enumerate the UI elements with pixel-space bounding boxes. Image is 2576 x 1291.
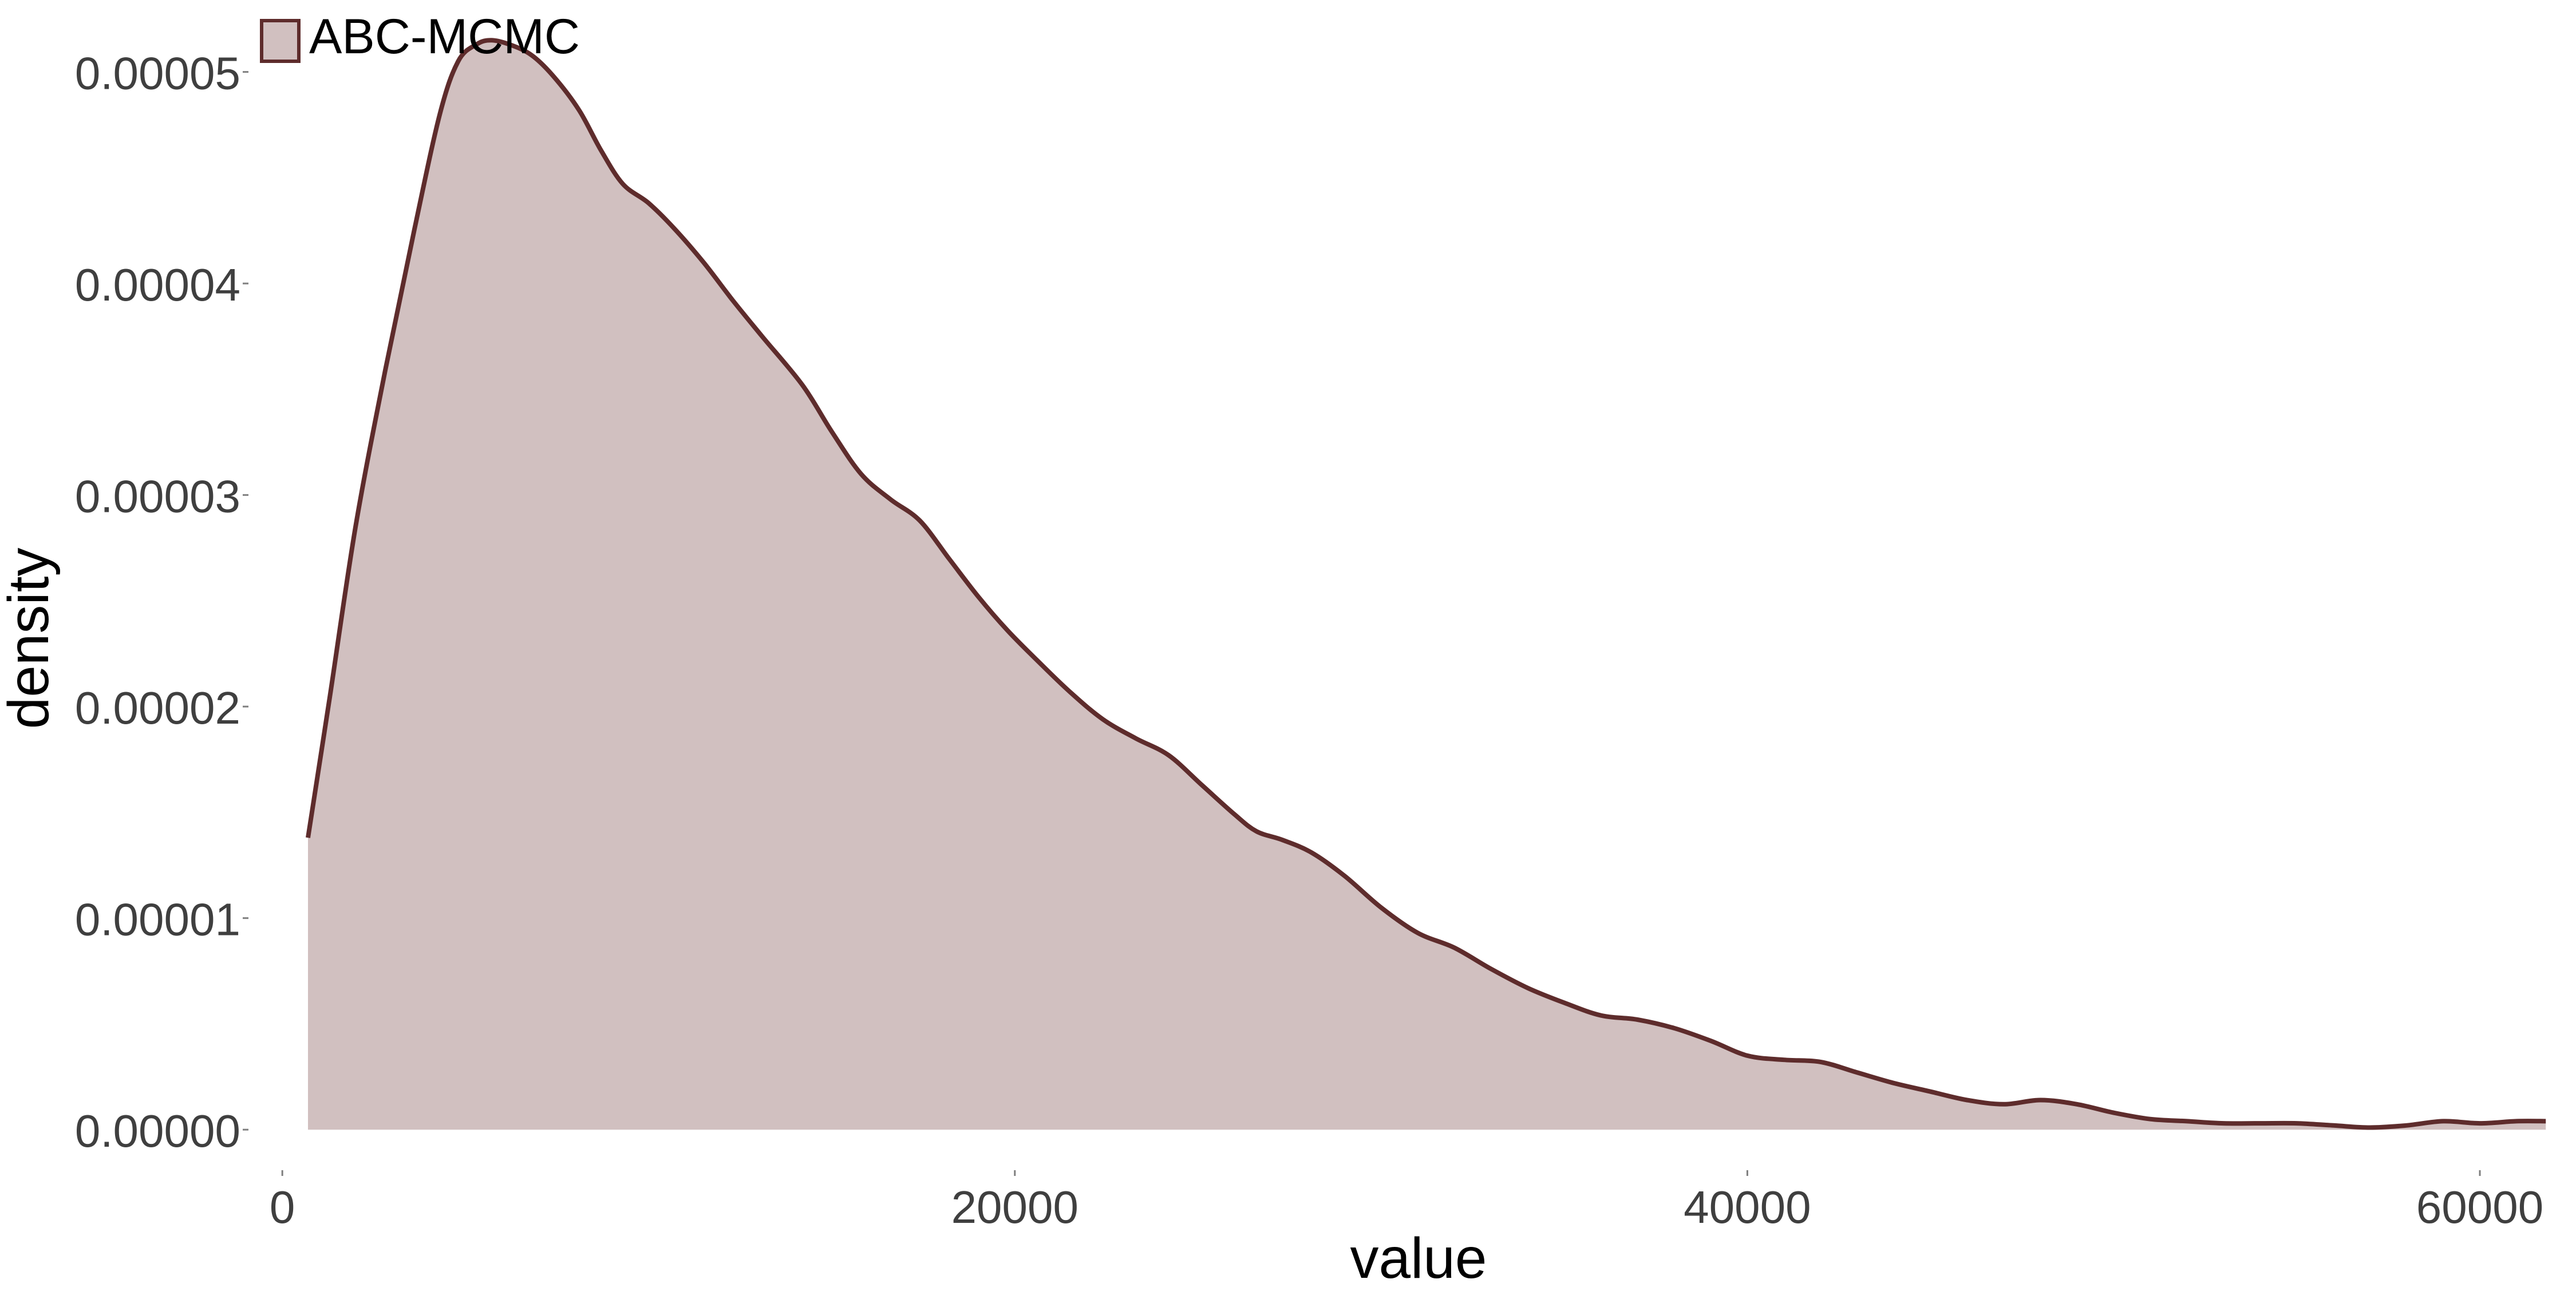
y-tick-label: 0.00003 <box>75 471 240 522</box>
x-tick-label: 40000 <box>1684 1182 1811 1233</box>
legend-label-abc-mcmc: ABC-MCMC <box>309 9 580 64</box>
density-area-layer <box>306 38 2546 1130</box>
x-axis-ticks: 0 20000 40000 60000 <box>270 1170 2543 1233</box>
y-tick-label: 0.00000 <box>75 1106 240 1156</box>
y-tick-label: 0.00005 <box>75 48 240 99</box>
legend-swatch-abc-mcmc <box>260 19 301 63</box>
density-line-abc-mcmc <box>306 38 2546 1130</box>
x-tick-label: 60000 <box>2416 1182 2543 1233</box>
y-tick-label: 0.00002 <box>75 682 240 733</box>
y-tick-label: 0.00004 <box>75 259 240 310</box>
y-tick-label: 0.00001 <box>75 894 240 945</box>
x-tick-label: 0 <box>270 1182 295 1233</box>
x-axis-title: value <box>1350 1226 1487 1288</box>
y-axis-title: density <box>0 548 61 729</box>
legend: ABC-MCMC <box>260 9 580 64</box>
density-area-abc-mcmc <box>308 40 2546 1130</box>
x-tick-label: 20000 <box>951 1182 1078 1233</box>
y-axis-ticks: 0.00000 0.00001 0.00002 0.00003 0.00004 0.000… <box>75 48 248 1156</box>
